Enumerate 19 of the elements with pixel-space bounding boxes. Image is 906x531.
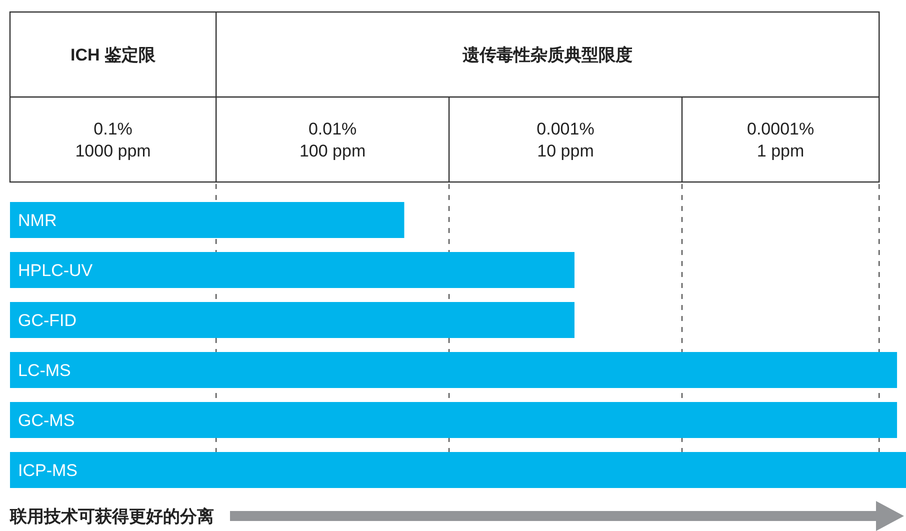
bar bbox=[10, 202, 404, 238]
text: 0.0001% 1 ppm bbox=[746, 120, 814, 160]
y-tick-label: GC-FID bbox=[18, 311, 77, 330]
y-tick-label: ICP-MS bbox=[18, 461, 78, 480]
y-tick-label: NMR bbox=[18, 211, 57, 230]
text: 遗传毒性杂质典型限度 bbox=[462, 46, 633, 64]
text: ICH 鉴定限 bbox=[70, 46, 157, 64]
bar bbox=[10, 352, 898, 388]
bar bbox=[10, 302, 574, 338]
text: 0.01% 100 ppm bbox=[299, 120, 366, 160]
y-tick-label: GC-MS bbox=[18, 411, 75, 430]
text: 0.1% 1000 ppm bbox=[75, 120, 151, 160]
bar bbox=[10, 252, 574, 288]
bar bbox=[10, 452, 906, 488]
text: 0.001% 10 ppm bbox=[536, 120, 594, 160]
y-tick-label: HPLC-UV bbox=[18, 261, 94, 280]
x-axis-title: 联用技术可获得更好的分离 bbox=[9, 507, 214, 526]
y-tick-label: LC-MS bbox=[18, 361, 71, 380]
bar bbox=[10, 402, 898, 438]
